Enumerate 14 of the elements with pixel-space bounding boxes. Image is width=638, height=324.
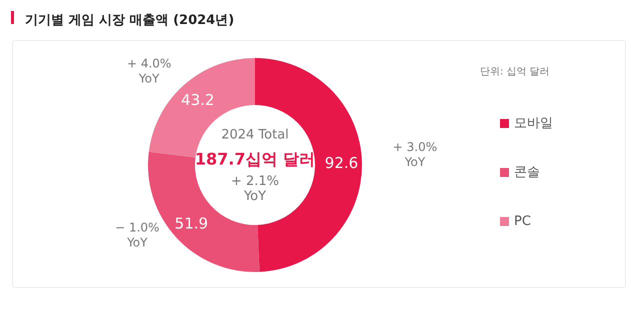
legend-label: PC (514, 214, 531, 229)
data-label: 43.2 (181, 91, 214, 110)
text: + 4.0% YoY (126, 56, 172, 86)
text: + 3.0% YoY (392, 140, 438, 170)
text: − 1.0% YoY (115, 220, 160, 250)
text: 187.7십억 달러 (194, 150, 316, 168)
data-label: 92.6 (324, 154, 358, 172)
chart-title: 기기별 게임 시장 매출액 (2024년) (25, 13, 234, 28)
legend-label: 콘솔 (514, 165, 540, 180)
text: 2024 Total (221, 128, 289, 142)
text: 단위: 십억 달러 (480, 66, 550, 78)
legend-label: 모바일 (514, 116, 553, 131)
text: + 2.1% YoY (230, 174, 280, 204)
data-label: 51.9 (174, 214, 208, 233)
